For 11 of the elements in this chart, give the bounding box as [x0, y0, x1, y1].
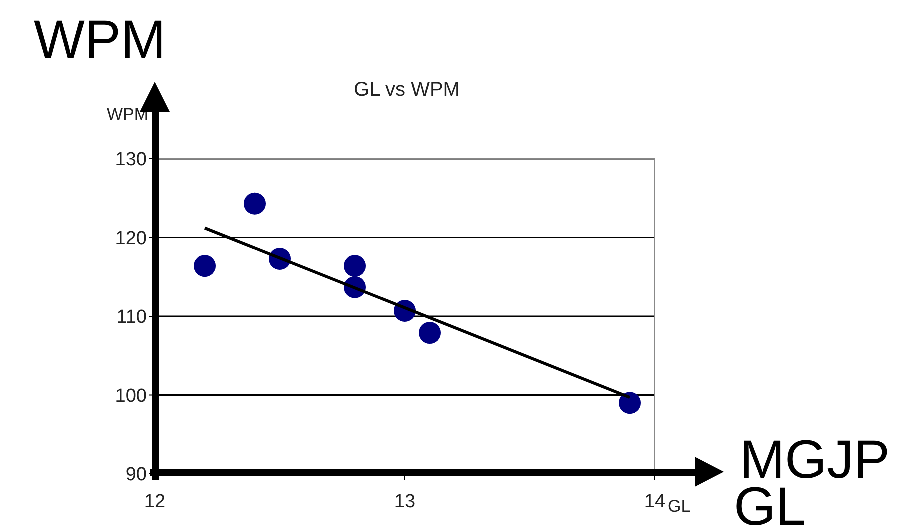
- y-tick-label: 130: [115, 150, 147, 171]
- x-tick-label: 14: [644, 491, 666, 512]
- chart-title: GL vs WPM: [354, 79, 460, 101]
- y-tick-label: 100: [115, 386, 147, 407]
- text: WPM: [34, 10, 166, 70]
- x-tick-label: 12: [144, 491, 166, 512]
- x-tick-label: 13: [394, 491, 416, 512]
- x-axis-title: GL: [668, 497, 691, 516]
- y-tick-label: 110: [116, 307, 147, 328]
- y-tick-label: 90: [126, 464, 147, 486]
- y-tick-label: 120: [115, 228, 147, 250]
